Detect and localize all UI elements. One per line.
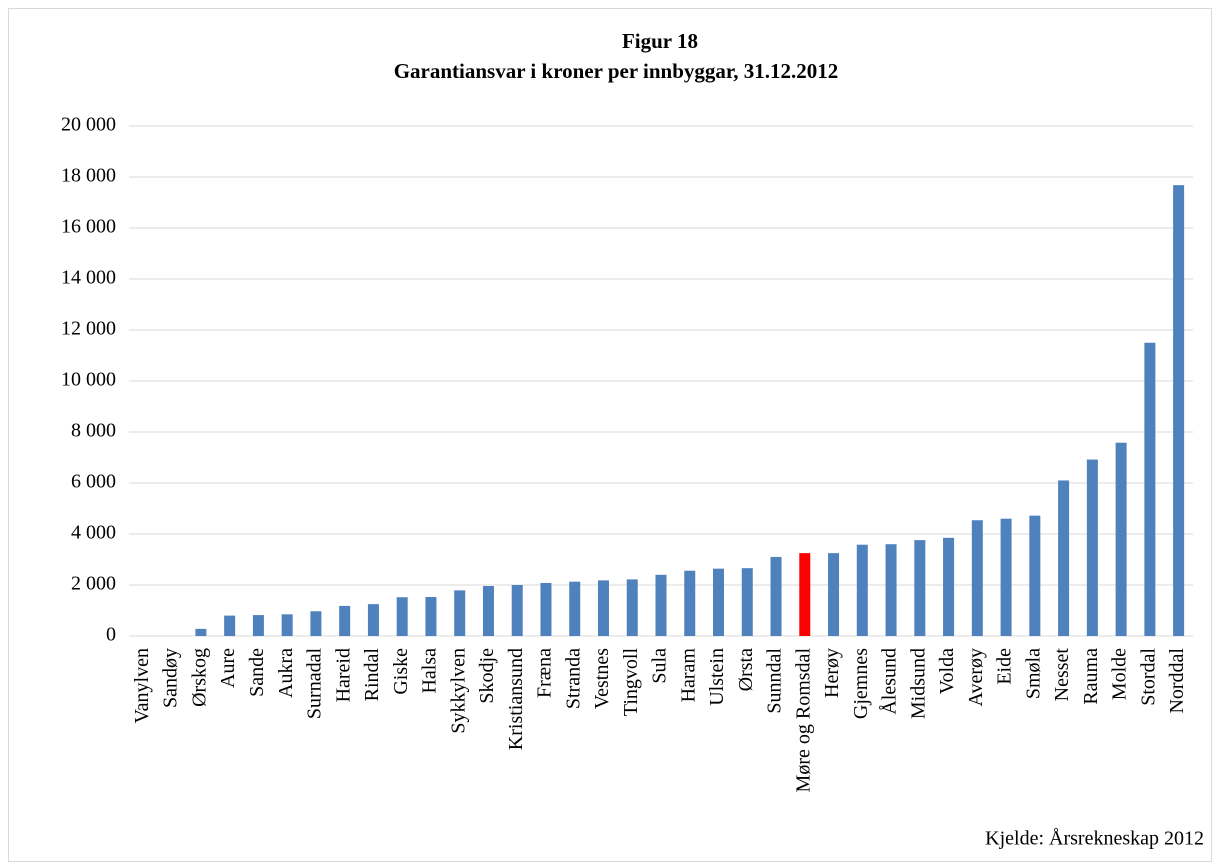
x-tick-label: Ulstein [706, 648, 728, 706]
x-tick-label: Nesset [1051, 648, 1073, 702]
bar [914, 540, 926, 636]
x-tick-label: Eide [994, 648, 1016, 685]
bar [856, 544, 868, 636]
bar [885, 544, 897, 636]
y-tick-label: 2 000 [71, 573, 116, 595]
bar [224, 615, 236, 636]
bar [655, 574, 667, 636]
bar [310, 611, 322, 636]
bar [195, 628, 207, 636]
x-tick-label: Giske [390, 648, 412, 695]
y-tick-label: 8 000 [71, 420, 116, 442]
bar [597, 580, 609, 636]
x-tick-label: Sykkylven [447, 648, 469, 734]
x-tick-label: Hareid [332, 648, 354, 702]
y-tick-label: 14 000 [61, 267, 116, 289]
x-tick-label: Aukra [275, 648, 297, 698]
source-note: Kjelde: Årsrekneskap 2012 [985, 828, 1204, 850]
bar [396, 597, 408, 636]
x-tick-label: Averøy [965, 648, 987, 707]
bar [1086, 459, 1098, 636]
bar [684, 570, 696, 636]
bar [1029, 515, 1041, 636]
bar [828, 553, 840, 636]
bar [1173, 185, 1185, 636]
x-tick-label: Haram [677, 648, 699, 703]
bar [943, 537, 955, 636]
x-tick-label: Ålesund [879, 648, 901, 715]
x-tick-label: Halsa [419, 648, 441, 694]
bar [626, 579, 638, 636]
bar [1115, 442, 1127, 636]
bar [741, 568, 753, 636]
y-tick-label: 16 000 [61, 216, 116, 238]
bar [252, 615, 264, 636]
x-tick-label: Norddal [1166, 648, 1188, 714]
x-tick-label: Sula [649, 648, 671, 684]
x-tick-label: Herøy [821, 648, 843, 698]
x-tick-label: Molde [1109, 648, 1131, 700]
x-tick-label: Tingvoll [620, 648, 642, 717]
x-tick-label: Sandøy [160, 648, 182, 708]
bar [540, 582, 552, 636]
x-tick-label: Surnadal [304, 648, 326, 720]
y-tick-label: 12 000 [61, 318, 116, 340]
x-tick-label: Vestnes [591, 648, 613, 709]
chart-title: Figur 18 [622, 29, 698, 53]
x-tick-label: Volda [936, 648, 958, 694]
x-tick-label: Stranda [562, 648, 584, 709]
x-tick-label: Stordal [1137, 648, 1159, 706]
bar [425, 596, 437, 636]
x-tick-label: Aure [217, 648, 239, 688]
x-tick-label: Sunndal [764, 648, 786, 714]
x-tick-label: Vanylven [131, 648, 153, 724]
x-tick-label: Rindal [361, 648, 383, 702]
chart-border [8, 8, 1212, 862]
x-tick-label: Gjemnes [850, 648, 872, 719]
bar [971, 520, 983, 636]
y-tick-label: 6 000 [71, 471, 116, 493]
x-tick-label: Midsund [907, 648, 929, 719]
bar [569, 581, 581, 636]
x-tick-label: Møre og Romsdal [792, 648, 814, 793]
bar [1000, 518, 1012, 636]
y-tick-label: 4 000 [71, 522, 116, 544]
chart-subtitle: Garantiansvar i kroner per innbyggar, 31… [394, 59, 839, 83]
x-tick-label: Rauma [1080, 648, 1102, 705]
y-tick-label: 10 000 [61, 369, 116, 391]
y-tick-label: 20 000 [61, 114, 116, 136]
x-tick-label: Ørskog [188, 648, 210, 707]
bar [281, 614, 293, 636]
x-tick-label: Fræna [534, 648, 556, 698]
bar [482, 586, 494, 636]
bar [454, 590, 466, 636]
bar [770, 556, 782, 636]
bar [339, 605, 351, 636]
bar [1058, 480, 1070, 636]
y-tick-label: 18 000 [61, 165, 116, 187]
bar [511, 585, 523, 636]
x-tick-label: Smøla [1022, 648, 1044, 699]
x-tick-label: Sande [246, 648, 268, 697]
bar [367, 604, 379, 636]
x-tick-label: Kristiansund [505, 648, 527, 750]
bar [713, 568, 725, 636]
bar [1144, 342, 1156, 636]
x-tick-label: Ørsta [735, 648, 757, 691]
bar [799, 553, 811, 636]
y-tick-label: 0 [106, 624, 116, 646]
x-tick-label: Skodje [476, 648, 498, 704]
